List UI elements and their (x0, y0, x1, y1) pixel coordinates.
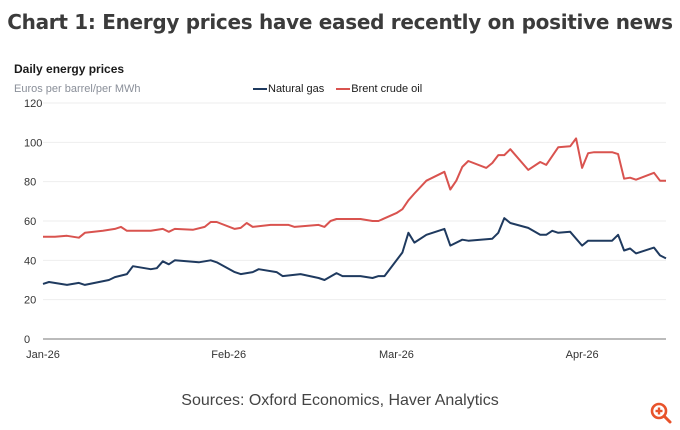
y-tick-label: 80 (24, 177, 36, 189)
chart-subtitle: Daily energy prices (14, 62, 125, 76)
y-tick-label: 120 (24, 98, 42, 110)
y-tick-label: 60 (24, 216, 36, 228)
series-line-brent-crude-oil (43, 137, 666, 239)
y-tick-label: 0 (24, 334, 30, 346)
x-tick-label: Jan-26 (26, 349, 60, 361)
legend-item-brent: Brent crude oil (336, 83, 422, 95)
legend-label: Natural gas (268, 83, 325, 95)
legend-swatch (336, 88, 351, 90)
chart-title: Chart 1: Energy prices have eased recent… (7, 10, 673, 34)
y-tick-label: 40 (24, 255, 36, 267)
y-tick-label: 100 (24, 137, 42, 149)
line-chart: 0 20 40 60 80 100 120 Jan-26 Feb-26 Mar-26 Apr-26 (24, 98, 667, 361)
x-tick-label: Mar-26 (379, 349, 414, 361)
legend-item-natural-gas: Natural gas (253, 83, 324, 95)
zoom-in-icon[interactable] (649, 401, 673, 425)
legend-label: Brent crude oil (351, 83, 423, 95)
x-tick-label: Feb-26 (211, 349, 246, 361)
y-tick-label: 20 (24, 295, 36, 307)
series-line-natural-gas (42, 217, 667, 286)
source-note: Sources: Oxford Economics, Haver Analyti… (181, 392, 499, 409)
y-axis-label: Euros per barrel/per MWh (14, 83, 141, 95)
x-tick-label: Apr-26 (566, 349, 599, 361)
legend-swatch (253, 88, 267, 90)
legend: Natural gas Brent crude oil (253, 83, 422, 95)
